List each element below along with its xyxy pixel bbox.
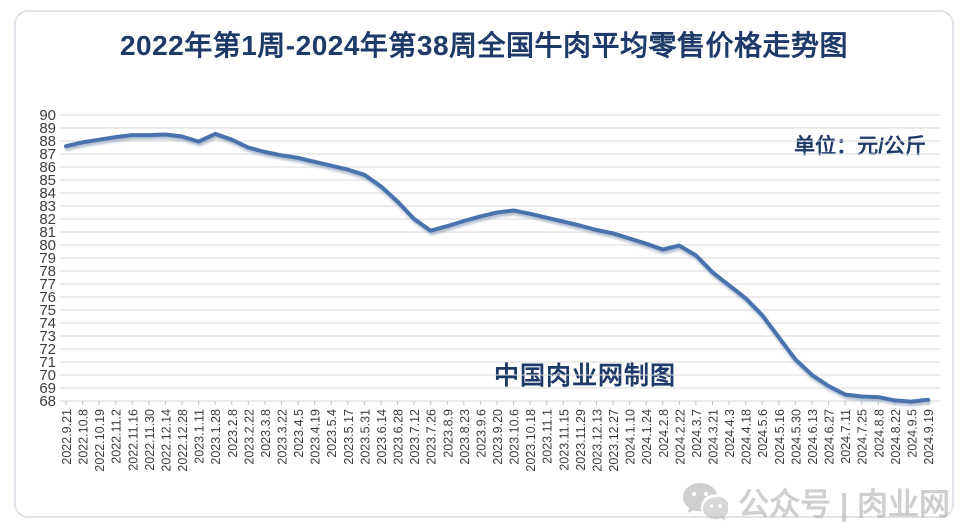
bottom-watermark: 公众号 | 肉业网 — [682, 479, 950, 524]
chart-card — [14, 10, 954, 518]
bottom-watermark-text: 公众号 | 肉业网 — [738, 487, 950, 522]
chart-title: 2022年第1周-2024年第38周全国牛肉平均零售价格走势图 — [119, 30, 849, 61]
wechat-icon — [683, 482, 729, 521]
unit-label: 单位：元/公斤 — [794, 135, 926, 158]
maker-watermark: 中国肉业网制图 — [494, 362, 677, 390]
